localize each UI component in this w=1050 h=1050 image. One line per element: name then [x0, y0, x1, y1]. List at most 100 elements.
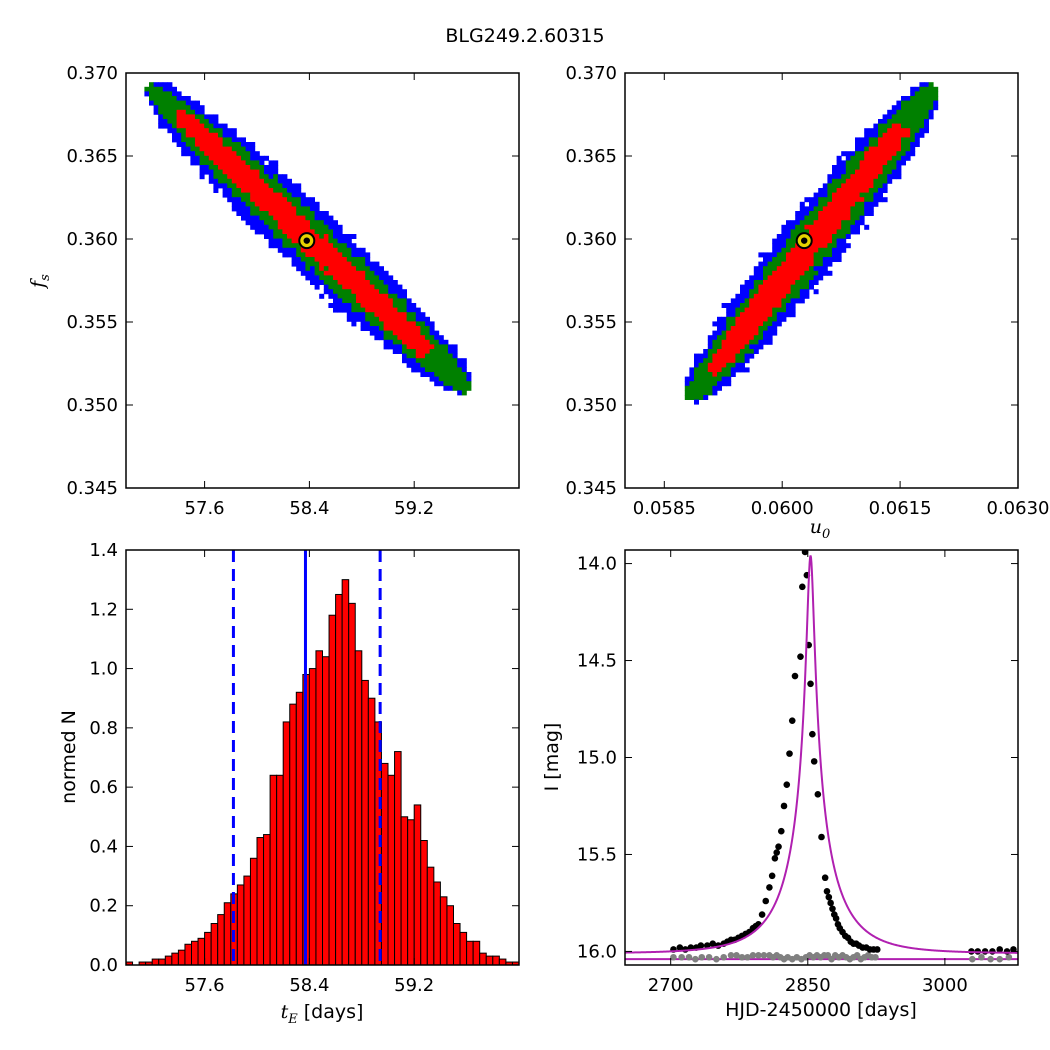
contour-cell [896, 114, 902, 120]
contour-cell [781, 275, 787, 281]
contour-cell [836, 247, 842, 253]
contour-cell [425, 358, 430, 364]
contour-cell [392, 330, 398, 336]
contour-cell [144, 86, 150, 92]
contour-cell [790, 220, 796, 226]
contour-cell [438, 344, 444, 350]
contour-cell [457, 358, 463, 364]
contour-cell [227, 169, 233, 175]
contour-cell [763, 321, 768, 327]
contour-cell [914, 109, 920, 115]
contour-cell [259, 155, 265, 161]
contour-cell [809, 252, 814, 258]
contour-cell [827, 229, 833, 235]
contour-cell [411, 312, 417, 318]
contour-cell [282, 243, 288, 249]
contour-cell [841, 206, 847, 212]
contour-cell [360, 326, 366, 331]
contour-cell [873, 142, 879, 147]
contour-cell [873, 123, 879, 129]
panel-background [625, 73, 1018, 488]
contour-cell [411, 353, 417, 359]
contour-cell [749, 312, 755, 318]
x-tick-label: 2850 [785, 975, 831, 996]
contour-cell [855, 188, 860, 193]
contour-cell [767, 293, 773, 299]
contour-cell [241, 197, 246, 203]
contour-cell [896, 146, 902, 152]
contour-cell [250, 201, 256, 207]
contour-cell [172, 132, 177, 138]
contour-cell [369, 312, 375, 318]
contour-cell [264, 234, 269, 239]
contour-cell [425, 335, 430, 341]
contour-cell [264, 229, 269, 235]
y-tick-label: 1.2 [89, 599, 118, 620]
contour-cell [374, 266, 380, 272]
contour-cell [231, 192, 237, 198]
contour-cell [374, 284, 380, 290]
contour-cell [199, 128, 205, 134]
histogram-bar [308, 668, 317, 966]
y-tick-label: 0.355 [66, 312, 118, 333]
contour-cell [213, 146, 219, 152]
contour-cell [415, 353, 421, 359]
contour-cell [891, 155, 897, 161]
contour-cell [749, 326, 755, 331]
contour-cell [342, 243, 348, 249]
contour-cell [873, 132, 879, 138]
x-axis-label-main: t [281, 1001, 289, 1023]
contour-cell [914, 96, 920, 101]
contour-cell [901, 114, 906, 120]
contour-cell [158, 96, 164, 101]
contour-cell [832, 229, 837, 235]
contour-cell [365, 321, 371, 327]
contour-cell [346, 275, 352, 281]
contour-cell [365, 312, 371, 318]
contour-cell [928, 86, 934, 92]
contour-cell [873, 188, 879, 193]
contour-cell [291, 188, 297, 193]
residual-point [987, 955, 994, 963]
best-fit-marker-center [801, 237, 808, 244]
contour-cell [222, 132, 228, 138]
contour-cell [420, 321, 426, 327]
contour-cell [694, 358, 699, 364]
contour-cell [314, 206, 320, 212]
contour-cell [296, 197, 302, 203]
contour-cell [790, 270, 796, 276]
contour-cell [744, 280, 750, 285]
contour-cell [369, 275, 375, 281]
contour-cell [781, 289, 787, 295]
residual-point [996, 955, 1004, 963]
contour-cell [172, 119, 177, 124]
contour-cell [342, 275, 348, 281]
contour-cell [314, 201, 320, 207]
contour-cell [204, 128, 210, 134]
contour-cell [208, 165, 214, 170]
contour-cell [185, 105, 191, 111]
contour-cell [818, 220, 824, 226]
contour-cell [406, 349, 412, 354]
contour-cell [804, 197, 810, 203]
contour-cell [360, 316, 366, 322]
contour-cell [429, 330, 435, 336]
histogram-bar [223, 902, 232, 966]
contour-cell [153, 86, 159, 92]
contour-cell [776, 270, 782, 276]
contour-cell [259, 183, 265, 189]
contour-cell [392, 321, 398, 327]
contour-cell [415, 312, 421, 318]
contour-cell [882, 132, 888, 138]
contour-cell [438, 358, 444, 364]
contour-cell [730, 326, 736, 331]
contour-cell [749, 289, 755, 295]
contour-cell [822, 261, 828, 267]
contour-cell [227, 174, 233, 180]
x-tick-label: 59.2 [394, 975, 434, 996]
contour-cell [772, 293, 778, 299]
contour-cell [227, 128, 233, 134]
residual-point [705, 953, 713, 961]
contour-cell [190, 100, 196, 106]
contour-cell [337, 303, 343, 308]
